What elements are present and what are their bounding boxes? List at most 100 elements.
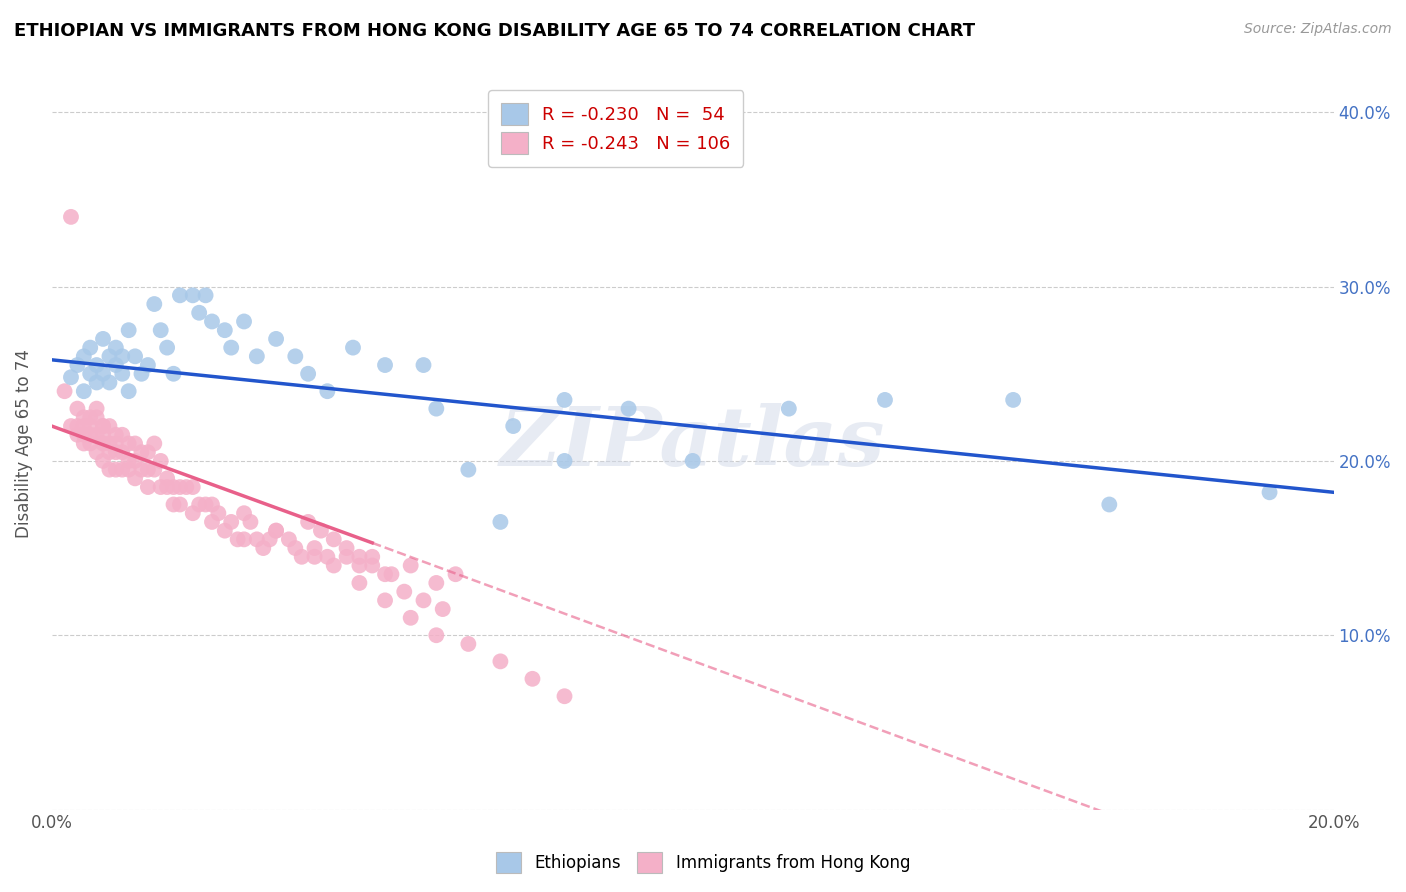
Legend: Ethiopians, Immigrants from Hong Kong: Ethiopians, Immigrants from Hong Kong [489, 846, 917, 880]
Point [73, 419, 96, 434]
Point [91, 427, 114, 442]
Point [259, 533, 281, 547]
Point [181, 506, 204, 520]
Point [502, 419, 524, 434]
Y-axis label: Disability Age 65 to 74: Disability Age 65 to 74 [15, 349, 32, 538]
Point [86, 410, 108, 425]
Point [131, 367, 153, 381]
Point [124, 436, 146, 450]
Point [264, 524, 287, 538]
Point [291, 549, 314, 564]
Point [79, 410, 101, 425]
Point [149, 480, 172, 494]
Point [79, 436, 101, 450]
Point [104, 341, 127, 355]
Point [66, 419, 89, 434]
Point [73, 436, 96, 450]
Point [277, 533, 299, 547]
Point [361, 549, 384, 564]
Point [207, 506, 229, 520]
Point [297, 515, 319, 529]
Point [194, 288, 217, 302]
Point [489, 515, 512, 529]
Point [233, 533, 256, 547]
Point [412, 593, 434, 607]
Point [201, 515, 224, 529]
Point [457, 637, 479, 651]
Point [399, 558, 422, 573]
Point [322, 533, 344, 547]
Point [181, 480, 204, 494]
Point [425, 628, 447, 642]
Point [239, 515, 262, 529]
Point [98, 349, 121, 363]
Point [361, 558, 384, 573]
Point [169, 480, 191, 494]
Point [374, 358, 396, 372]
Point [98, 445, 121, 459]
Point [131, 462, 153, 476]
Point [73, 349, 96, 363]
Point [149, 454, 172, 468]
Point [136, 480, 159, 494]
Point [336, 541, 359, 555]
Point [457, 462, 479, 476]
Point [201, 314, 224, 328]
Point [118, 436, 141, 450]
Point [91, 419, 114, 434]
Point [162, 367, 184, 381]
Point [349, 549, 371, 564]
Point [425, 576, 447, 591]
Point [66, 358, 89, 372]
Point [98, 419, 121, 434]
Point [349, 576, 371, 591]
Point [553, 392, 575, 407]
Point [73, 410, 96, 425]
Point [316, 549, 339, 564]
Point [219, 515, 242, 529]
Point [176, 480, 198, 494]
Point [91, 367, 114, 381]
Point [136, 358, 159, 372]
Text: ETHIOPIAN VS IMMIGRANTS FROM HONG KONG DISABILITY AGE 65 TO 74 CORRELATION CHART: ETHIOPIAN VS IMMIGRANTS FROM HONG KONG D… [14, 22, 976, 40]
Point [489, 654, 512, 668]
Point [246, 349, 269, 363]
Point [682, 454, 704, 468]
Point [91, 419, 114, 434]
Point [399, 611, 422, 625]
Point [316, 384, 339, 399]
Legend: R = -0.230   N =  54, R = -0.243   N = 106: R = -0.230 N = 54, R = -0.243 N = 106 [488, 90, 744, 167]
Point [304, 541, 326, 555]
Point [432, 602, 454, 616]
Point [104, 358, 127, 372]
Point [1002, 392, 1025, 407]
Point [226, 533, 249, 547]
Point [778, 401, 800, 416]
Point [617, 401, 640, 416]
Point [374, 593, 396, 607]
Point [188, 498, 211, 512]
Point [169, 288, 191, 302]
Point [111, 445, 134, 459]
Point [349, 558, 371, 573]
Point [264, 524, 287, 538]
Point [284, 541, 307, 555]
Point [66, 401, 89, 416]
Point [412, 358, 434, 372]
Point [309, 524, 332, 538]
Point [104, 436, 127, 450]
Point [91, 454, 114, 468]
Point [124, 471, 146, 485]
Point [143, 462, 166, 476]
Text: Source: ZipAtlas.com: Source: ZipAtlas.com [1244, 22, 1392, 37]
Point [79, 419, 101, 434]
Point [252, 541, 274, 555]
Point [98, 376, 121, 390]
Point [181, 288, 204, 302]
Point [425, 401, 447, 416]
Point [59, 370, 82, 384]
Point [104, 445, 127, 459]
Point [118, 462, 141, 476]
Point [149, 323, 172, 337]
Point [156, 471, 179, 485]
